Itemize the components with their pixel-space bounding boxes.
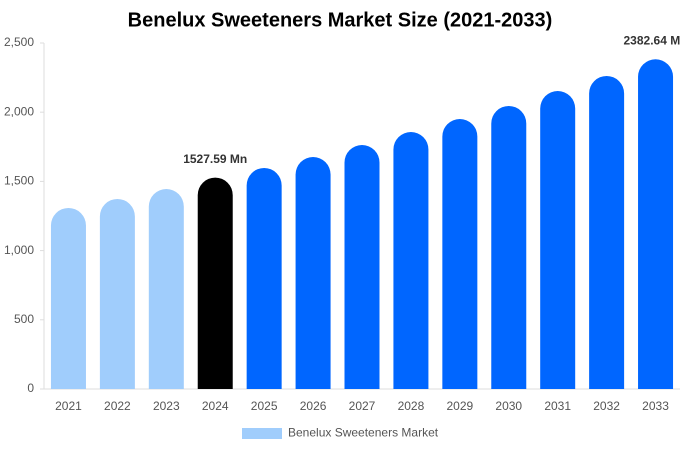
x-tick-label: 2025 [251,399,278,413]
x-tick-label: 2022 [104,399,131,413]
x-tick-label: 2031 [544,399,571,413]
x-tick-label: 2033 [642,399,669,413]
x-tick-label: 2030 [495,399,522,413]
chart-title: Benelux Sweeteners Market Size (2021-203… [128,9,553,31]
bar [491,105,527,390]
x-tick-label: 2032 [593,399,620,413]
y-tick-label: 1,500 [4,174,34,188]
bar [99,198,135,389]
bar [638,59,674,390]
bar [148,189,184,389]
data-label: 1527.59 Mn [183,152,247,166]
legend-swatch [242,428,282,439]
bar [197,177,233,389]
x-tick-label: 2029 [446,399,473,413]
legend-label: Benelux Sweeteners Market [288,426,439,440]
bar [589,75,625,389]
y-tick-label: 0 [27,381,34,395]
x-tick-label: 2028 [398,399,425,413]
bar [393,131,429,389]
data-label: 2382.64 Mn [624,33,680,47]
bar [442,118,478,389]
y-tick-label: 2,500 [4,35,34,49]
x-tick-label: 2027 [349,399,376,413]
bar [50,207,86,389]
bar [540,91,576,389]
x-tick-label: 2021 [55,399,82,413]
bar [344,145,380,389]
x-tick-label: 2023 [153,399,180,413]
y-tick-label: 500 [14,312,34,326]
bar [295,157,331,389]
x-tick-label: 2026 [300,399,327,413]
x-tick-label: 2024 [202,399,229,413]
y-tick-label: 2,000 [4,104,34,118]
bar [246,167,282,389]
y-tick-label: 1,000 [4,243,34,257]
